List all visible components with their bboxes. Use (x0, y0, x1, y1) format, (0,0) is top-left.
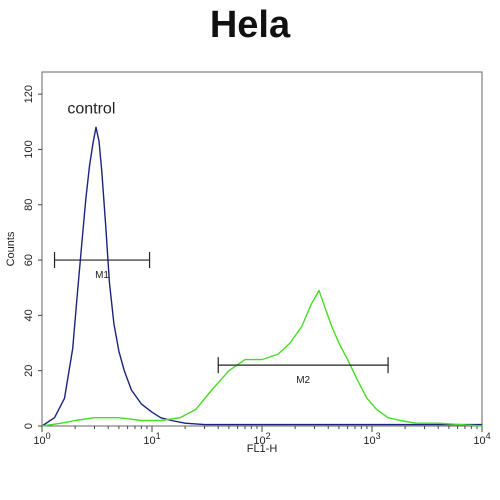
x-tick-label: 102 (253, 431, 270, 447)
x-tick-label: 103 (363, 431, 380, 447)
y-tick-label: 100 (23, 140, 35, 158)
y-tick-label: 20 (23, 365, 35, 377)
annotation-label: control (67, 100, 115, 117)
x-axis: 100 101 102 103 104 (33, 426, 491, 447)
x-axis-label: FL1-H (247, 443, 278, 455)
x-tick-label: 101 (143, 431, 160, 447)
y-axis-label: Counts (5, 231, 17, 266)
series-line-1 (41, 126, 482, 427)
gate-label: M2 (296, 375, 310, 386)
annotations-layer: control (67, 100, 115, 117)
y-tick-label: 120 (23, 85, 35, 103)
y-tick-label: 0 (23, 423, 35, 429)
y-axis: 0 20 40 60 80 100 120 (23, 85, 42, 429)
y-tick-label: 60 (23, 254, 35, 266)
gates-layer: M1 M2 (53, 252, 389, 386)
series-layer (41, 126, 483, 427)
chart-title: Hela (209, 4, 291, 46)
plot-frame (41, 71, 483, 427)
y-tick-label: 40 (23, 309, 35, 321)
gate-label: M1 (95, 270, 109, 281)
x-tick-label: 100 (33, 431, 50, 447)
x-tick-label: 104 (473, 431, 490, 447)
y-tick-label: 80 (23, 199, 35, 211)
series-line-2 (41, 289, 483, 427)
